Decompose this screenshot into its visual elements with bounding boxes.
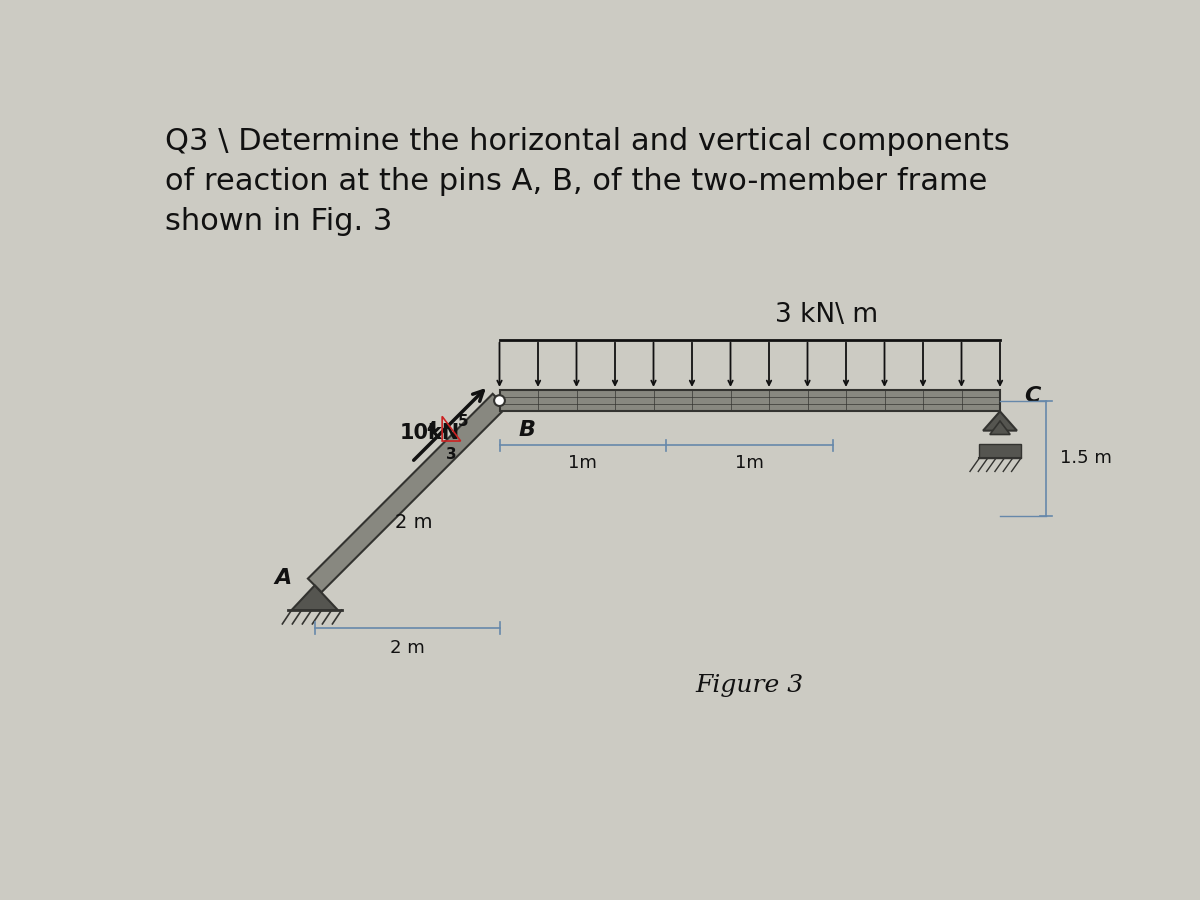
- Polygon shape: [990, 421, 1010, 435]
- Polygon shape: [983, 411, 1016, 430]
- Circle shape: [494, 395, 505, 406]
- Text: of reaction at the pins A, B, of the two-member frame: of reaction at the pins A, B, of the two…: [164, 167, 986, 196]
- Text: Figure 3: Figure 3: [696, 674, 804, 697]
- Text: 1m: 1m: [736, 454, 764, 472]
- Text: 3: 3: [446, 447, 457, 463]
- Text: 3 kN\ m: 3 kN\ m: [775, 302, 878, 328]
- Text: 2 m: 2 m: [395, 513, 433, 533]
- Text: 1m: 1m: [569, 454, 598, 472]
- Text: 1.5 m: 1.5 m: [1060, 449, 1112, 467]
- Text: Q3 \ Determine the horizontal and vertical components: Q3 \ Determine the horizontal and vertic…: [164, 127, 1009, 157]
- Text: A: A: [275, 568, 292, 588]
- Polygon shape: [292, 585, 338, 610]
- Text: 10kN: 10kN: [400, 423, 461, 443]
- Text: 5: 5: [457, 413, 468, 428]
- Polygon shape: [308, 394, 506, 592]
- Text: 4: 4: [426, 421, 437, 436]
- Text: shown in Fig. 3: shown in Fig. 3: [164, 207, 392, 237]
- Text: 2 m: 2 m: [390, 639, 425, 657]
- Text: C: C: [1025, 386, 1042, 406]
- Text: B: B: [518, 420, 535, 440]
- Polygon shape: [499, 390, 1000, 411]
- Bar: [979, 445, 1021, 458]
